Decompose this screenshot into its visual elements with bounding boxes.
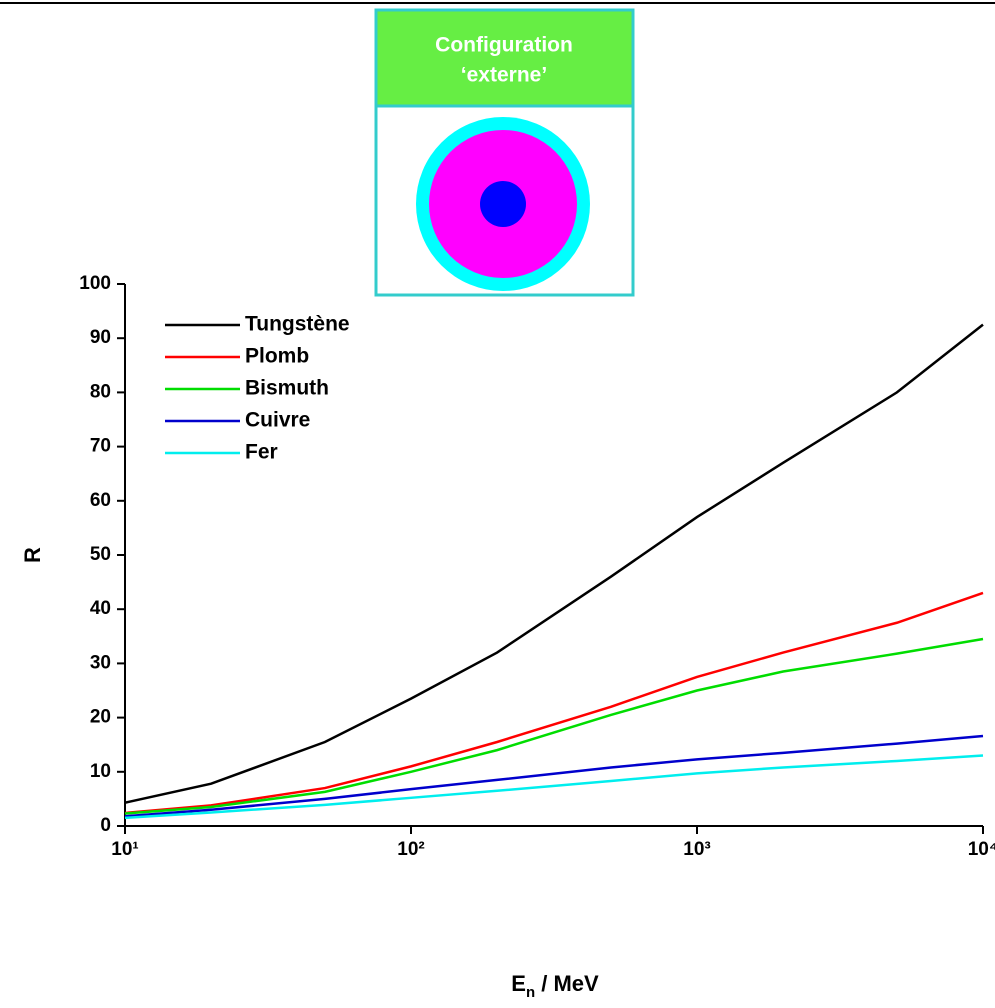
y-tick-label: 30: [90, 652, 111, 673]
legend-label: Plomb: [245, 345, 309, 368]
y-tick-label: 50: [90, 544, 111, 565]
y-tick-label: 20: [90, 707, 111, 728]
y-tick-label: 40: [90, 598, 111, 619]
x-label-part: / MeV: [535, 971, 599, 996]
legend-label: Cuivre: [245, 409, 310, 432]
inset: Configuration ‘externe’: [374, 8, 635, 297]
y-tick-label: 10: [90, 761, 111, 782]
inset-title: Configuration: [435, 34, 573, 57]
series-line: [124, 323, 984, 804]
x-label-sub: n: [526, 984, 535, 1001]
y-axis-label: R: [20, 547, 45, 563]
y-tick-label: 0: [100, 815, 111, 836]
y-tick-label: 80: [90, 381, 111, 402]
y-tick-label: 60: [90, 490, 111, 511]
inset-title: ‘externe’: [461, 64, 547, 87]
x-tick-label: 10³: [683, 839, 710, 860]
series-line: [124, 591, 984, 815]
legend-label: Bismuth: [245, 377, 329, 400]
x-tick-label: 10¹: [111, 839, 138, 860]
y-tick-label: 90: [90, 327, 111, 348]
legend-label: Fer: [245, 441, 278, 464]
x-label-part: E: [511, 971, 526, 996]
legend-label: Tungstène: [245, 313, 350, 336]
series-line: [124, 754, 984, 820]
inset-header: [374, 8, 635, 108]
series-line: [124, 734, 984, 818]
x-tick-label: 10²: [397, 839, 424, 860]
core: [480, 181, 526, 227]
series-line: [124, 637, 984, 815]
y-tick-label: 100: [79, 273, 111, 294]
x-axis-label: En / MeV: [511, 971, 599, 1001]
x-tick-label: 10⁴: [968, 839, 995, 860]
y-tick-label: 70: [90, 436, 111, 457]
